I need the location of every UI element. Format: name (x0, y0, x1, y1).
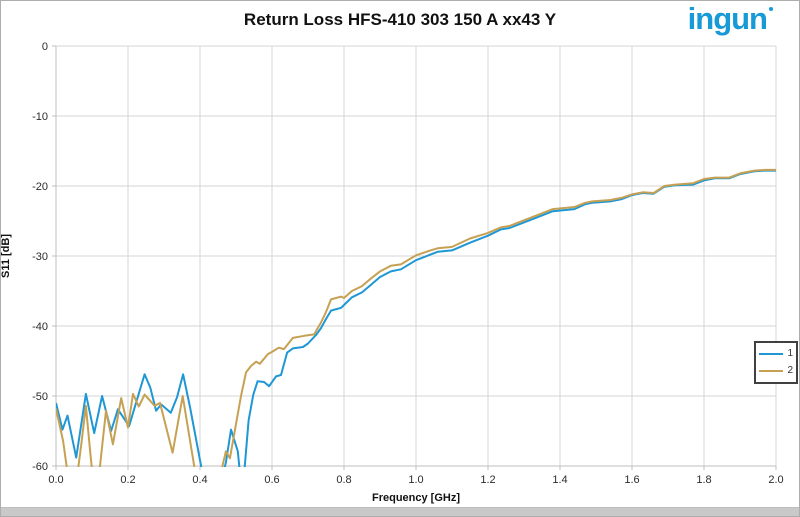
legend-label-series-2: 2 (787, 365, 793, 377)
registered-mark-dot (769, 7, 773, 11)
legend-box: 1 2 (754, 341, 798, 384)
legend-line-series-2 (759, 370, 784, 373)
x-tick-label: 2.0 (768, 474, 783, 486)
tick-labels: 0.0 0.2 0.4 0.6 0.8 1.0 1.2 1.4 1.6 1.8 2.0 0 -10 -20… (32, 41, 784, 486)
x-tick-label: 0.2 (120, 474, 135, 486)
x-tick-label: 1.0 (408, 474, 423, 486)
legend-entry-1: 1 (759, 347, 793, 359)
window-bottom-strip (1, 507, 799, 516)
chart-title: Return Loss HFS-410 303 150 A xx43 Y (243, 10, 557, 29)
x-tick-label: 0.8 (336, 474, 351, 486)
x-tick-label: 0.0 (48, 474, 63, 486)
x-tick-label: 0.6 (264, 474, 279, 486)
ingun-logo: ingun (688, 1, 773, 37)
plot-area: 0.0 0.2 0.4 0.6 0.8 1.0 1.2 1.4 1.6 1.8 2.0 0 -10 -20… (32, 41, 784, 486)
y-tick-label: -50 (32, 391, 48, 403)
legend-entry-2: 2 (759, 366, 793, 376)
series-line-1 (56, 169, 776, 467)
y-tick-label: 0 (42, 41, 48, 53)
y-tick-label: -40 (32, 321, 48, 333)
x-axis-title: Frequency [GHz] (371, 492, 460, 504)
y-tick-label: -20 (32, 181, 48, 193)
x-tick-label: 1.8 (696, 474, 711, 486)
ingun-logo-text: ingun (687, 1, 768, 36)
y-tick-label: -30 (32, 251, 48, 263)
y-tick-label: -60 (32, 461, 48, 473)
x-tick-label: 1.2 (480, 474, 495, 486)
legend-label-series-1: 1 (787, 347, 793, 359)
axes (52, 45, 777, 470)
x-tick-label: 1.6 (624, 474, 639, 486)
x-tick-label: 0.4 (192, 474, 207, 486)
y-tick-label: -10 (32, 111, 48, 123)
x-tick-label: 1.4 (552, 474, 567, 486)
legend-line-series-1 (759, 352, 784, 355)
y-axis-title: S11 [dB] (0, 234, 12, 279)
series-line-2 (56, 168, 776, 467)
